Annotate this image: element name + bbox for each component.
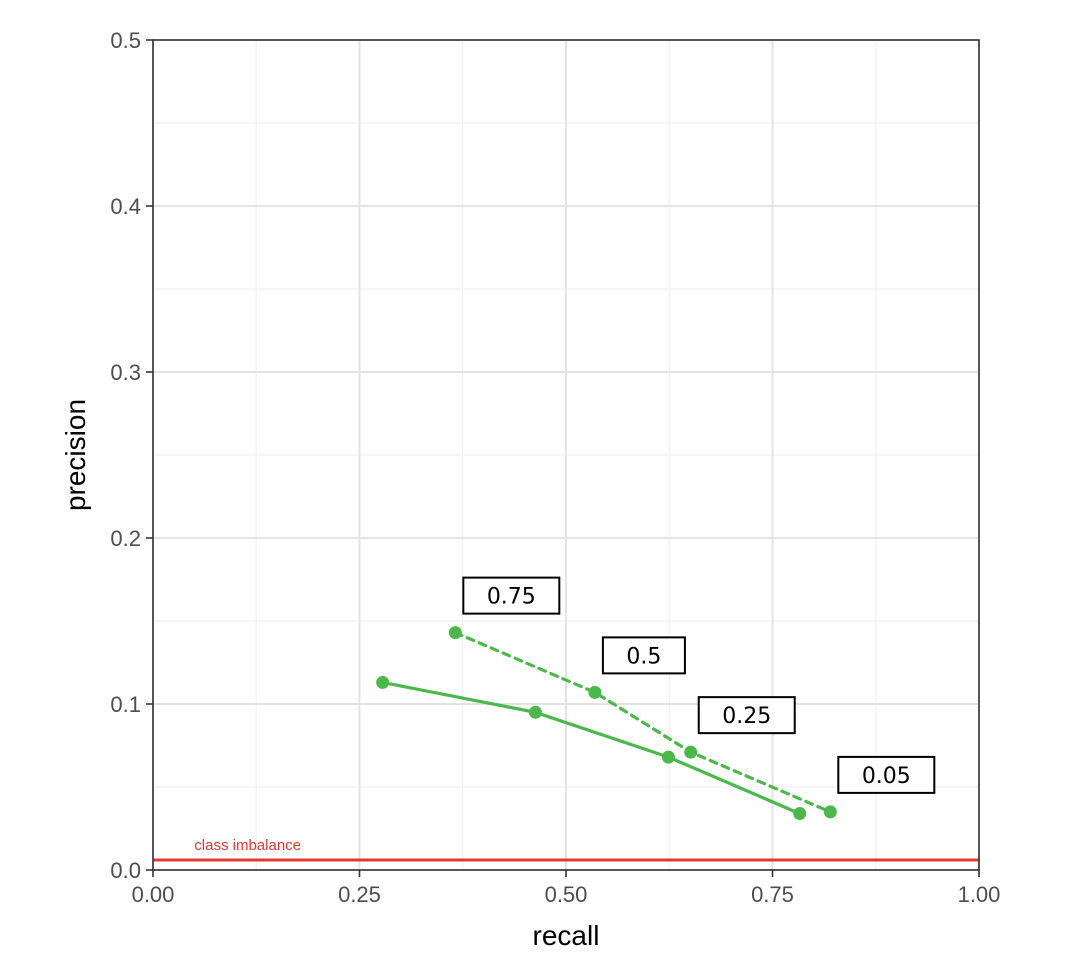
x-axis-title: recall	[533, 920, 600, 951]
solid-series-line	[381, 680, 802, 816]
threshold-label: 0.75	[487, 585, 536, 610]
solid-series-point	[793, 807, 807, 821]
solid-series-point	[661, 750, 675, 764]
x-tick-label: 1.00	[958, 882, 1001, 907]
y-tick-label: 0.0	[110, 858, 141, 883]
threshold-label: 0.5	[626, 644, 661, 669]
x-tick-label: 0.00	[132, 882, 175, 907]
x-tick-label: 0.75	[751, 882, 794, 907]
dashed-series-point	[448, 626, 462, 640]
dashed-series-line	[453, 631, 832, 814]
y-tick-label: 0.2	[110, 526, 141, 551]
threshold-label-box	[462, 576, 561, 615]
class-imbalance-label: class imbalance	[194, 837, 301, 854]
series-group	[376, 626, 837, 821]
x-tick-label: 0.25	[338, 882, 381, 907]
axes: 0.00 0.25 0.50 0.75 1.00 0.0 0.1 0.2 0.3 0.4 0.5	[110, 28, 1000, 907]
threshold-label-box	[601, 636, 686, 675]
threshold-labels: 0.75 0.5 0.25 0.05	[462, 576, 936, 794]
threshold-label-box	[697, 696, 796, 735]
dashed-series-point	[823, 805, 837, 819]
y-tick-label: 0.1	[110, 692, 141, 717]
threshold-label: 0.05	[862, 764, 911, 789]
solid-series-point	[376, 675, 390, 689]
threshold-label-box	[837, 755, 936, 794]
reference-line-group: class imbalance	[153, 837, 979, 862]
dashed-series-point	[684, 745, 698, 759]
y-axis-title: precision	[60, 399, 91, 511]
y-tick-label: 0.3	[110, 360, 141, 385]
solid-series-point	[528, 705, 542, 719]
dashed-series-point	[588, 685, 602, 699]
y-tick-label: 0.4	[110, 194, 141, 219]
x-tick-label: 0.50	[545, 882, 588, 907]
threshold-label: 0.25	[722, 704, 771, 729]
y-tick-label: 0.5	[110, 28, 141, 53]
